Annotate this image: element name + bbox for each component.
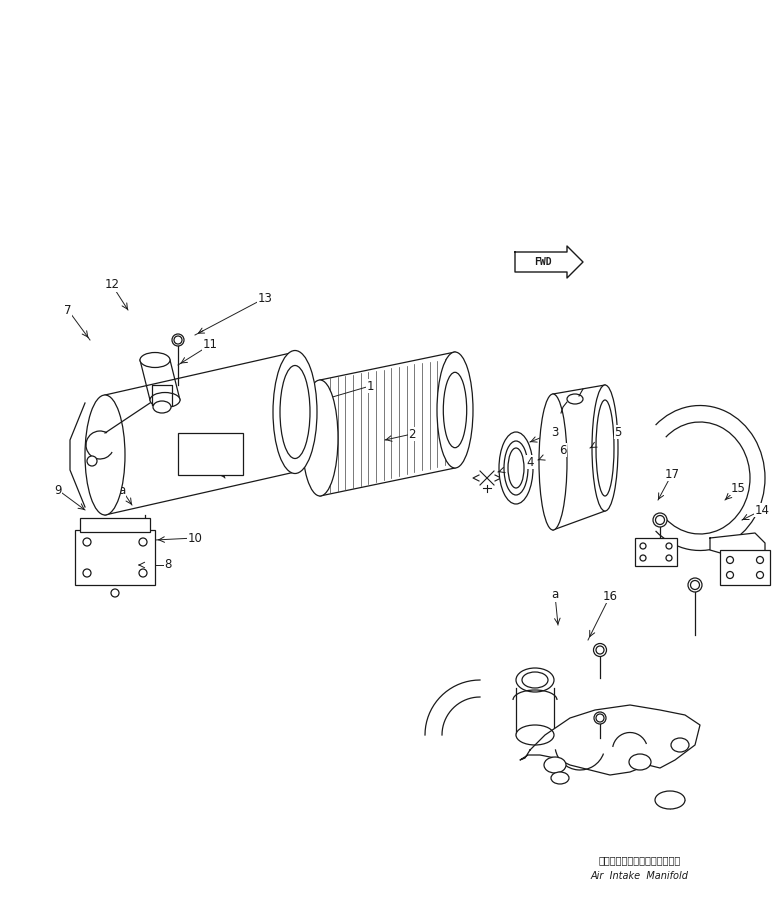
Ellipse shape: [653, 513, 667, 527]
Ellipse shape: [671, 738, 689, 752]
Ellipse shape: [111, 589, 119, 597]
Text: 5: 5: [615, 425, 622, 438]
Ellipse shape: [544, 757, 566, 773]
Text: 12: 12: [105, 278, 119, 292]
Bar: [178, 433, 243, 475]
Ellipse shape: [596, 400, 614, 496]
Text: 16: 16: [602, 589, 618, 602]
Ellipse shape: [516, 668, 554, 692]
Ellipse shape: [596, 646, 604, 654]
Polygon shape: [710, 533, 765, 563]
Text: 14: 14: [755, 503, 770, 516]
Ellipse shape: [443, 372, 467, 447]
Bar: [75, 530, 155, 585]
Ellipse shape: [87, 456, 97, 466]
Bar: [635, 538, 677, 566]
Text: 15: 15: [731, 481, 746, 494]
Text: Air  Intake  Manifold: Air Intake Manifold: [591, 871, 689, 881]
Text: 2: 2: [408, 427, 415, 440]
Polygon shape: [515, 246, 583, 278]
Ellipse shape: [691, 580, 700, 589]
Ellipse shape: [302, 380, 338, 496]
Ellipse shape: [508, 448, 524, 488]
Bar: [80, 518, 150, 532]
Polygon shape: [520, 705, 700, 775]
Text: 3: 3: [551, 425, 559, 438]
Ellipse shape: [499, 432, 533, 504]
Text: 11: 11: [202, 339, 218, 351]
Ellipse shape: [516, 725, 554, 745]
Ellipse shape: [85, 395, 125, 515]
Bar: [720, 550, 770, 585]
Ellipse shape: [437, 352, 473, 468]
Ellipse shape: [140, 352, 170, 368]
Text: エアーインテークマニホールド: エアーインテークマニホールド: [599, 855, 681, 865]
Text: a: a: [551, 588, 559, 601]
Ellipse shape: [539, 394, 567, 530]
Text: a: a: [119, 483, 126, 497]
Ellipse shape: [172, 334, 184, 346]
Ellipse shape: [150, 393, 180, 407]
Ellipse shape: [688, 578, 702, 592]
Ellipse shape: [280, 365, 310, 458]
Text: 1: 1: [367, 380, 374, 393]
Ellipse shape: [522, 672, 548, 688]
Text: 13: 13: [257, 292, 273, 305]
Text: 8: 8: [164, 558, 172, 572]
Text: 7: 7: [64, 304, 72, 317]
Text: 4: 4: [526, 456, 534, 468]
Ellipse shape: [596, 714, 604, 722]
Text: 9: 9: [54, 483, 62, 497]
Ellipse shape: [594, 643, 607, 656]
Ellipse shape: [655, 791, 685, 809]
Ellipse shape: [551, 772, 569, 784]
Ellipse shape: [629, 754, 651, 770]
Ellipse shape: [504, 441, 528, 495]
Ellipse shape: [594, 712, 606, 724]
Ellipse shape: [273, 350, 317, 473]
Ellipse shape: [567, 394, 583, 404]
Ellipse shape: [174, 336, 182, 344]
Ellipse shape: [592, 385, 618, 511]
Ellipse shape: [153, 401, 171, 413]
Text: 10: 10: [188, 532, 202, 544]
Text: 18: 18: [208, 458, 222, 471]
Text: 6: 6: [560, 444, 567, 457]
Ellipse shape: [656, 515, 664, 524]
Text: FWD: FWD: [534, 257, 552, 267]
Text: 17: 17: [664, 468, 680, 480]
